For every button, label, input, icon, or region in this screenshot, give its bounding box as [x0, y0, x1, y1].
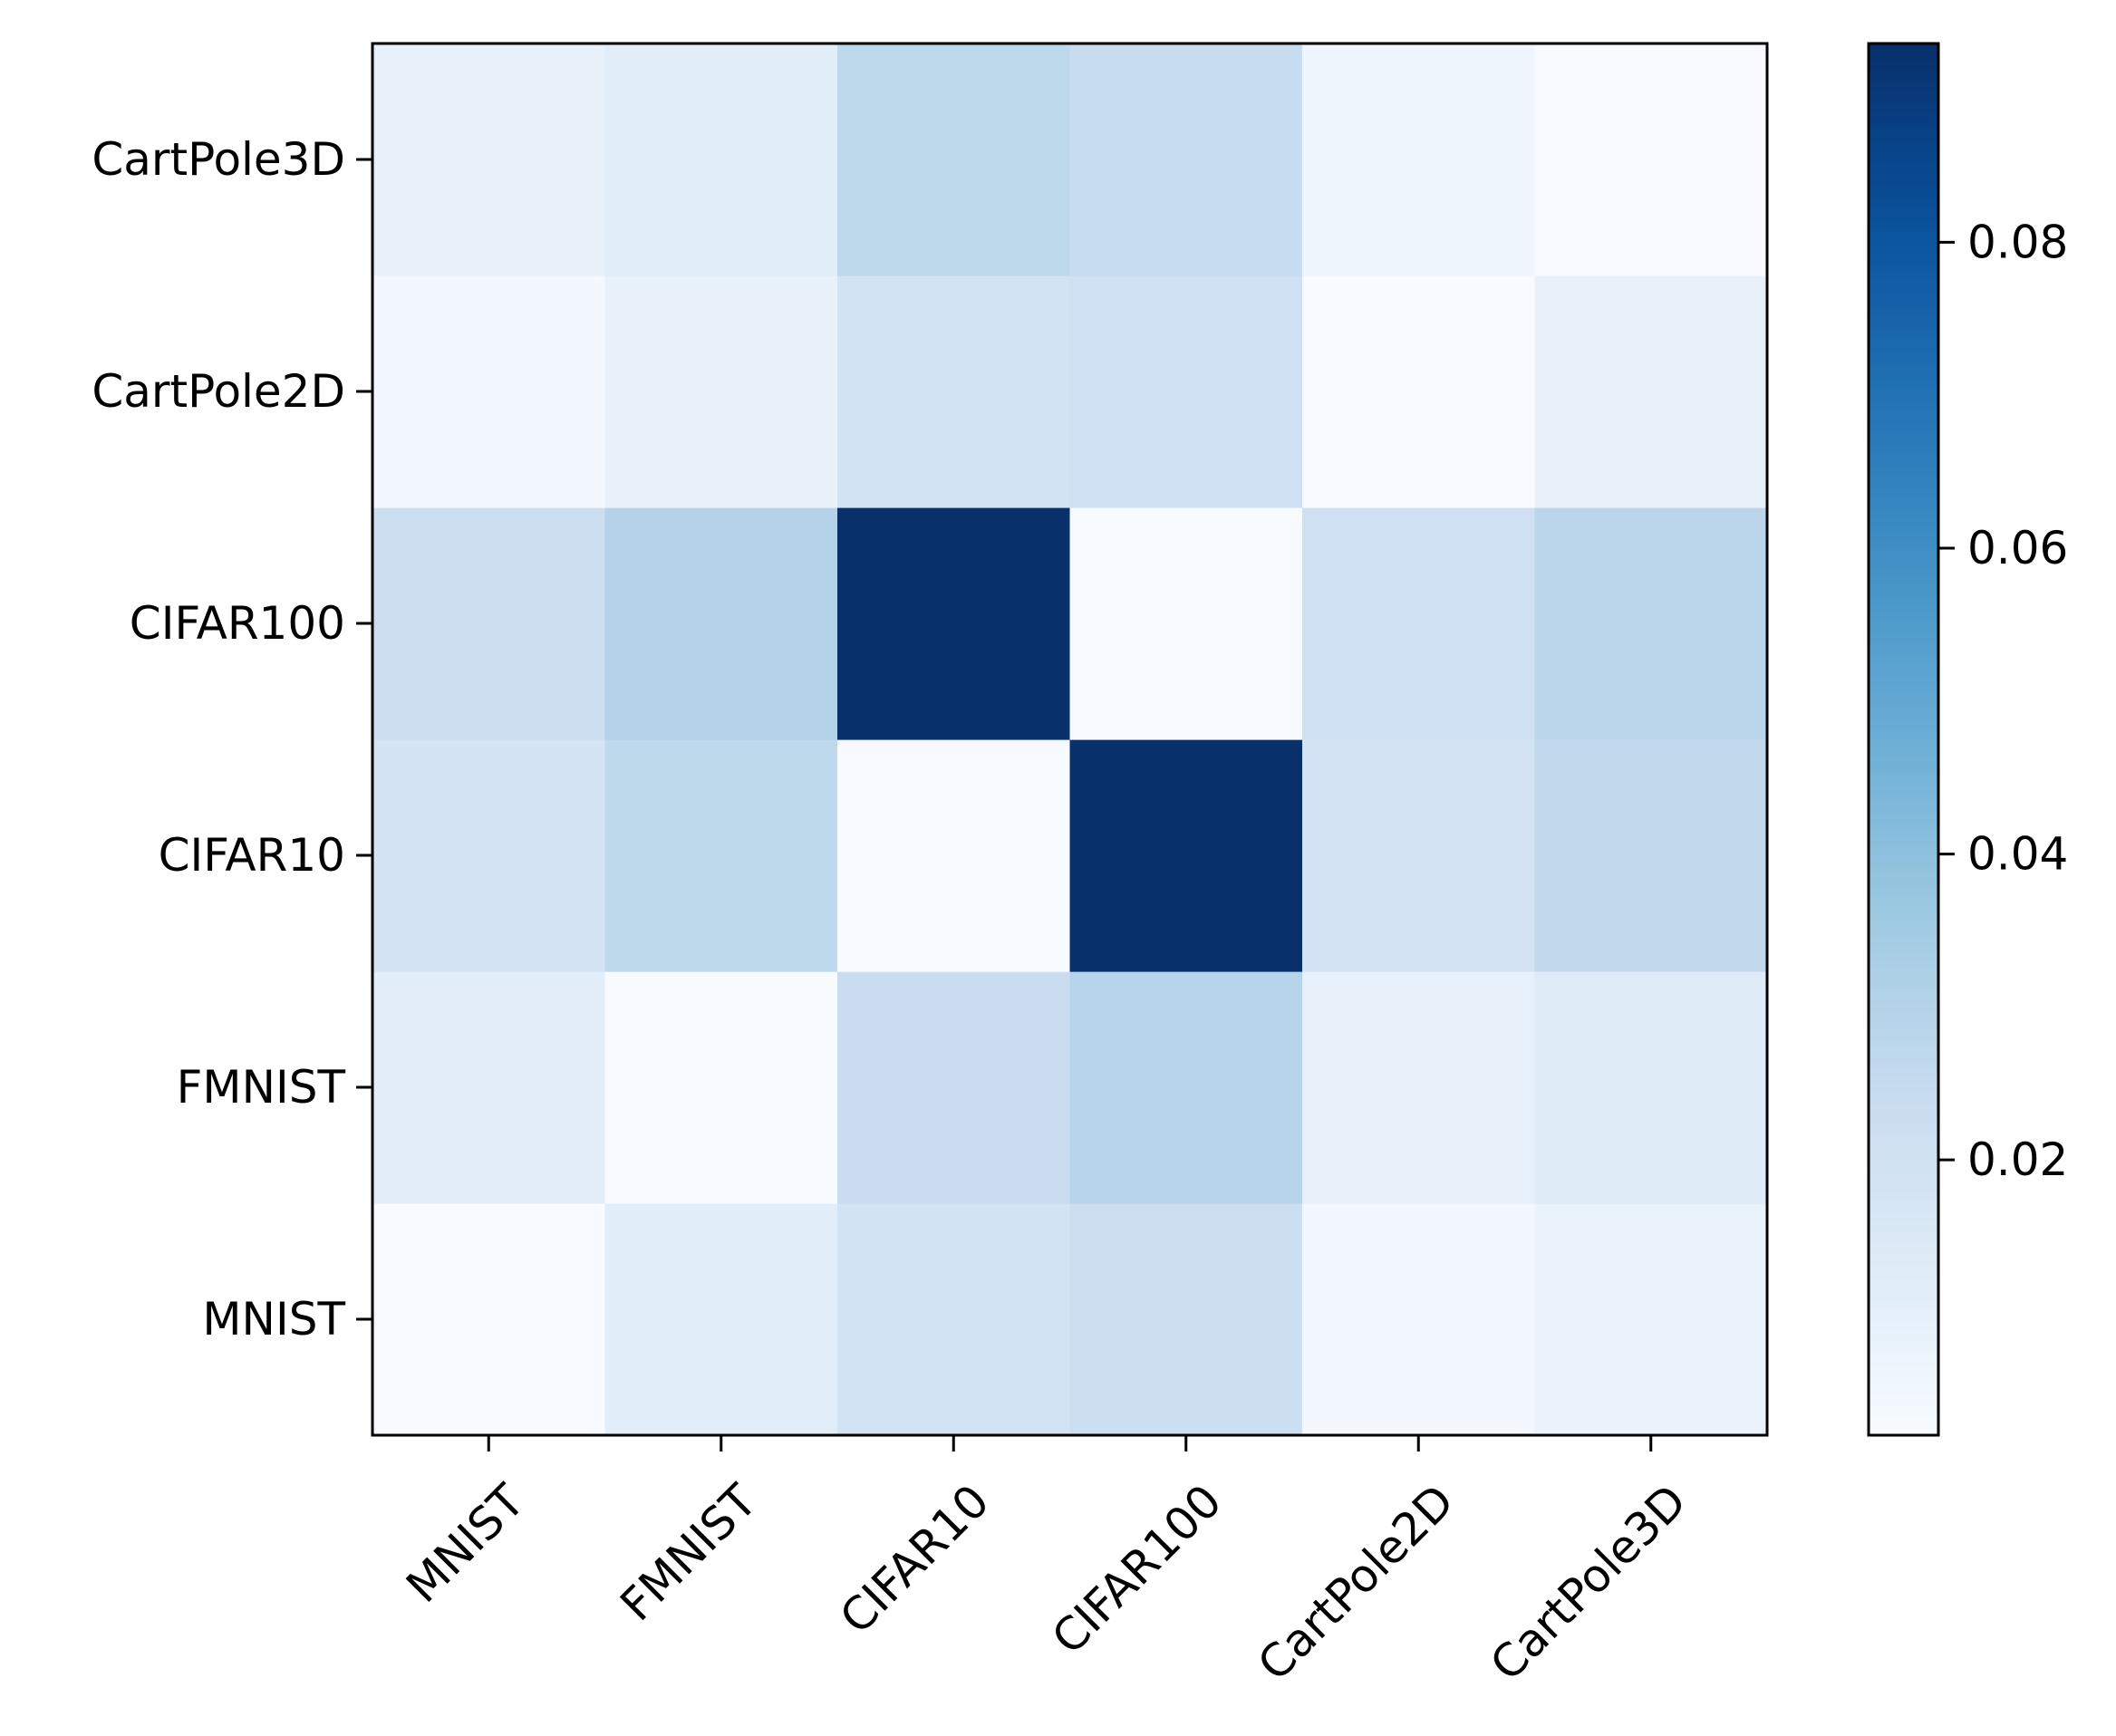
colorbar-axis: 0.02 0.04 0.06 0.08 — [1938, 216, 2068, 1186]
heatmap-cell — [604, 739, 838, 972]
heatmap-cell — [1302, 507, 1536, 740]
heatmap-cell — [1534, 971, 1768, 1204]
heatmap-cell — [837, 275, 1071, 508]
heatmap-cell — [604, 971, 838, 1204]
heatmap-cell — [837, 739, 1071, 972]
heatmap-cell — [1069, 739, 1303, 972]
x-tick-label: CIFAR10 — [830, 1474, 1000, 1644]
heatmap-cell — [372, 507, 606, 740]
heatmap-cell — [604, 43, 838, 276]
heatmap-cell — [1069, 43, 1303, 276]
colorbar — [1869, 43, 1938, 1435]
heatmap-cell — [372, 971, 606, 1204]
x-axis: MNIST FMNIST CIFAR10 CIFAR100 CartPole2D Cart… — [396, 1435, 1696, 1691]
x-tick-label: MNIST — [396, 1474, 535, 1613]
y-tick-label: FMNIST — [177, 1061, 346, 1114]
x-tick-label: FMNIST — [610, 1474, 767, 1631]
heatmap-cell — [1534, 507, 1768, 740]
heatmap-cell — [1534, 739, 1768, 972]
heatmap-cell — [372, 43, 606, 276]
x-tick-label: CartPole3D — [1481, 1474, 1697, 1691]
heatmap-cell — [1069, 275, 1303, 508]
heatmap-cell — [1534, 43, 1768, 276]
y-tick-label: CartPole3D — [92, 133, 345, 186]
plot-frame — [371, 42, 1769, 1437]
heatmap-cell — [837, 1203, 1071, 1436]
heatmap-cell — [604, 1203, 838, 1436]
heatmap-cell — [372, 739, 606, 972]
colorbar-tick-label: 0.02 — [1967, 1133, 2068, 1186]
colorbar-tick-label: 0.06 — [1967, 522, 2068, 574]
heatmap-cell — [1302, 275, 1536, 508]
x-tick-label: CIFAR100 — [1042, 1474, 1232, 1664]
heatmap-cell — [837, 971, 1071, 1204]
heatmap-cell — [1069, 971, 1303, 1204]
heatmap-cell — [372, 275, 606, 508]
x-tick-label: CartPole2D — [1248, 1474, 1464, 1691]
y-tick-label: MNIST — [202, 1293, 345, 1345]
heatmap-cell — [1534, 275, 1768, 508]
heatmap-cell — [837, 507, 1071, 740]
colorbar-tick-label: 0.04 — [1967, 828, 2068, 881]
colorbar-tick-label: 0.08 — [1967, 216, 2068, 268]
colorbar-frame — [1867, 42, 1940, 1437]
heatmap-cell — [604, 275, 838, 508]
heatmap-cell — [837, 43, 1071, 276]
heatmap-cell — [1302, 971, 1536, 1204]
y-tick-label: CIFAR100 — [130, 597, 345, 650]
heatmap-cell — [604, 507, 838, 740]
heatmap-cell — [1302, 1203, 1536, 1436]
y-axis: MNIST FMNIST CIFAR10 CIFAR100 CartPole2D Cart… — [92, 133, 372, 1345]
heatmap-cell — [1302, 739, 1536, 972]
y-tick-label: CartPole2D — [92, 365, 345, 418]
heatmap-cell — [1069, 507, 1303, 740]
heatmap-cell — [1302, 43, 1536, 276]
heatmap-cell — [1069, 1203, 1303, 1436]
y-tick-label: CIFAR10 — [159, 829, 345, 882]
heatmap-cells — [372, 43, 1768, 1436]
heatmap-cell — [372, 1203, 606, 1436]
heatmap-cell — [1534, 1203, 1768, 1436]
